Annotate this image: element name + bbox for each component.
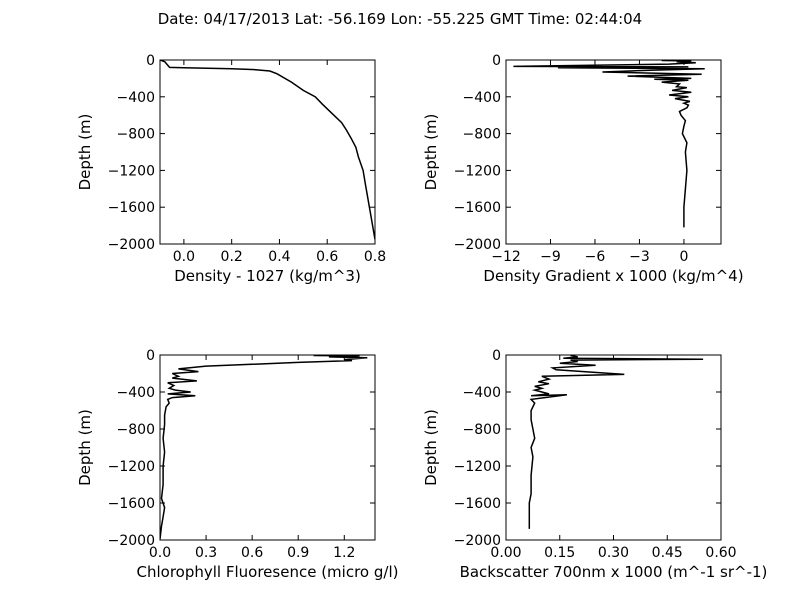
density-x-tick-label: 0.2 bbox=[221, 249, 243, 265]
density-y-tick-label: −800 bbox=[117, 127, 155, 143]
density-gradient-x-axis-label: Density Gradient x 1000 (kg/m^4) bbox=[483, 267, 743, 285]
density-gradient-y-tick-label: −1200 bbox=[454, 163, 501, 179]
density-gradient-y-axis-label: Depth (m) bbox=[422, 114, 440, 191]
density-y-axis-label: Depth (m) bbox=[76, 114, 94, 191]
chlorophyll-y-tick-label: −800 bbox=[117, 422, 155, 438]
density-x-axis-label: Density - 1027 (kg/m^3) bbox=[174, 267, 361, 285]
chlorophyll-x-tick-label: 1.2 bbox=[333, 545, 355, 561]
density-gradient-profile-line bbox=[513, 60, 705, 228]
density-y-tick-label: −1600 bbox=[108, 200, 155, 216]
density-gradient-y-tick-label: −400 bbox=[463, 90, 501, 106]
backscatter-x-tick-label: 0.60 bbox=[705, 545, 736, 561]
chlorophyll-x-tick-label: 0.3 bbox=[195, 545, 217, 561]
density-gradient-y-tick-label: −800 bbox=[463, 127, 501, 143]
backscatter-y-axis-label: Depth (m) bbox=[422, 409, 440, 486]
density-y-tick-label: −400 bbox=[117, 90, 155, 106]
density-gradient-x-tick-label: −12 bbox=[491, 249, 521, 265]
chlorophyll-y-tick-label: −400 bbox=[117, 385, 155, 401]
backscatter-axes-frame bbox=[505, 354, 722, 541]
chlorophyll-y-tick-label: 0 bbox=[146, 348, 155, 364]
density-gradient-y-tick-label: 0 bbox=[492, 53, 501, 69]
density-gradient-x-tick-label: −3 bbox=[629, 249, 650, 265]
density-y-tick-label: −1200 bbox=[108, 163, 155, 179]
chlorophyll-y-axis-label: Depth (m) bbox=[76, 409, 94, 486]
density-x-tick-label: 0.8 bbox=[364, 249, 386, 265]
chlorophyll-x-axis-label: Chlorophyll Fluoresence (micro g/l) bbox=[137, 563, 399, 581]
panel-density: 0.0 0.2 0.4 0.6 0.8 0 −400 −800 −1200 −1600 −2000 D… bbox=[76, 53, 386, 285]
chlorophyll-y-tick-label: −2000 bbox=[108, 533, 155, 549]
backscatter-x-tick-label: 0.45 bbox=[652, 545, 683, 561]
backscatter-y-tick-label: −800 bbox=[463, 422, 501, 438]
density-x-tick-label: 0.4 bbox=[268, 249, 290, 265]
backscatter-y-tick-label: −400 bbox=[463, 385, 501, 401]
density-axes-frame bbox=[159, 59, 376, 245]
backscatter-y-tick-label: 0 bbox=[492, 348, 501, 364]
backscatter-profile-line bbox=[528, 355, 704, 529]
figure-suptitle: Date: 04/17/2013 Lat: -56.169 Lon: -55.2… bbox=[158, 10, 642, 28]
chlorophyll-y-tick-label: −1600 bbox=[108, 496, 155, 512]
backscatter-x-tick-label: 0.30 bbox=[598, 545, 629, 561]
chlorophyll-x-tick-label: 0.6 bbox=[241, 545, 263, 561]
density-x-tick-label: 0.0 bbox=[173, 249, 195, 265]
panel-density-gradient: −12 −9 −6 −3 0 0 −400 −800 −1200 −1600 −2000 Densit… bbox=[422, 53, 744, 285]
density-gradient-axes-frame bbox=[505, 59, 722, 245]
backscatter-y-tick-label: −1600 bbox=[454, 496, 501, 512]
density-gradient-x-tick-label: −6 bbox=[585, 249, 606, 265]
density-y-tick-label: 0 bbox=[146, 53, 155, 69]
density-y-tick-label: −2000 bbox=[108, 237, 155, 253]
density-gradient-x-tick-label: −9 bbox=[540, 249, 561, 265]
backscatter-x-axis-label: Backscatter 700nm x 1000 (m^-1 sr^-1) bbox=[460, 563, 768, 581]
backscatter-y-tick-label: −2000 bbox=[454, 533, 501, 549]
density-profile-line bbox=[160, 60, 375, 240]
panel-backscatter: 0.00 0.15 0.30 0.45 0.60 0 −400 −800 −1200 −1600 −… bbox=[422, 348, 767, 581]
density-x-tick-label: 0.6 bbox=[316, 249, 338, 265]
density-gradient-y-tick-label: −1600 bbox=[454, 200, 501, 216]
density-gradient-x-tick-label: 0 bbox=[679, 249, 688, 265]
chlorophyll-x-tick-label: 0.0 bbox=[149, 545, 171, 561]
backscatter-x-tick-label: 0.15 bbox=[544, 545, 575, 561]
chlorophyll-profile-line bbox=[160, 355, 368, 540]
chlorophyll-x-tick-label: 0.9 bbox=[287, 545, 309, 561]
chlorophyll-axes-frame bbox=[159, 354, 376, 541]
chlorophyll-y-tick-label: −1200 bbox=[108, 459, 155, 475]
panel-chlorophyll: 0.0 0.3 0.6 0.9 1.2 0 −400 −800 −1200 −1600 −2000 C… bbox=[76, 348, 398, 581]
density-gradient-y-tick-label: −2000 bbox=[454, 237, 501, 253]
backscatter-x-tick-label: 0.00 bbox=[490, 545, 521, 561]
backscatter-y-tick-label: −1200 bbox=[454, 459, 501, 475]
